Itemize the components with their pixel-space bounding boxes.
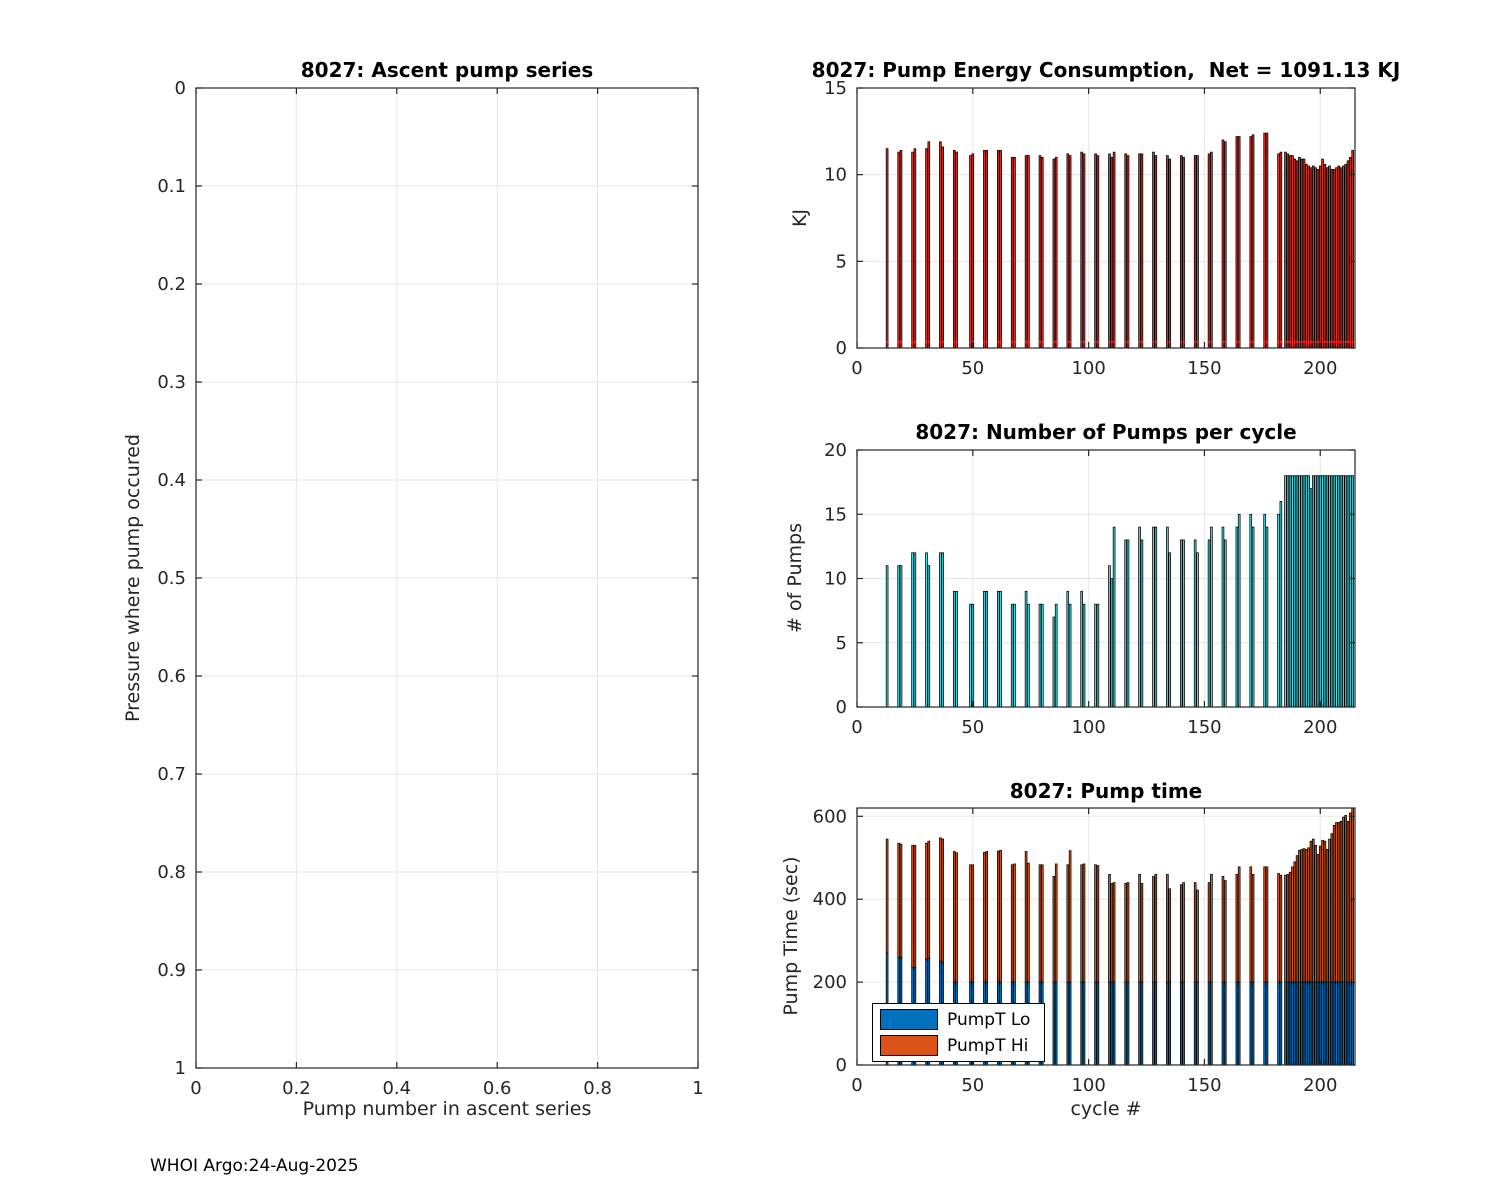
ascent-plot-area: 0 0.2 0.4 0.6 0.8 100.10.20.30.40.50.60.70.80… <box>157 78 703 1099</box>
svg-text:50: 50 <box>961 1075 984 1096</box>
svg-text:15: 15 <box>824 78 847 99</box>
svg-text:0.5: 0.5 <box>157 568 186 589</box>
ascent-ylabel: Pressure where pump occured <box>122 434 144 722</box>
pumptime-ylabel: Pump Time (sec) <box>780 856 802 1016</box>
svg-text:0: 0 <box>851 717 862 738</box>
svg-text:1: 1 <box>175 1058 186 1079</box>
svg-text:0.6: 0.6 <box>157 666 186 687</box>
svg-text:0.4: 0.4 <box>382 1078 411 1099</box>
legend-entry-pumpt-lo: PumpT Lo <box>880 1009 1030 1030</box>
svg-text:0: 0 <box>836 1055 847 1076</box>
svg-text:600: 600 <box>813 806 847 827</box>
svg-text:10: 10 <box>824 165 847 186</box>
legend-swatch <box>880 1035 938 1056</box>
ascent-xlabel: Pump number in ascent series <box>302 1098 592 1120</box>
svg-text:0: 0 <box>851 1075 862 1096</box>
legend-entry-pumpt-hi: PumpT Hi <box>880 1035 1030 1056</box>
svg-text:50: 50 <box>961 717 984 738</box>
svg-text:200: 200 <box>1303 1075 1337 1096</box>
pumptime-xlabel: cycle # <box>1070 1098 1142 1120</box>
svg-text:100: 100 <box>1071 717 1105 738</box>
legend-swatch <box>880 1009 938 1030</box>
energy-plot-title: 8027: Pump Energy Consumption, Net = 109… <box>811 58 1401 82</box>
svg-text:150: 150 <box>1187 717 1221 738</box>
svg-text:0: 0 <box>190 1078 201 1099</box>
svg-text:150: 150 <box>1187 358 1221 379</box>
svg-text:0: 0 <box>851 358 862 379</box>
figure-footer: WHOI Argo:24-Aug-2025 <box>150 1156 359 1176</box>
svg-text:10: 10 <box>824 569 847 590</box>
pumps-plot-title: 8027: Number of Pumps per cycle <box>915 420 1297 444</box>
svg-text:100: 100 <box>1071 358 1105 379</box>
energy-ylabel: KJ <box>789 208 811 228</box>
pumptime-plot-area: 0 50 100 150 200 0 200 400 600 <box>813 806 1356 1096</box>
svg-text:100: 100 <box>1071 1075 1105 1096</box>
svg-text:0.2: 0.2 <box>282 1078 311 1099</box>
svg-text:0: 0 <box>175 78 186 99</box>
svg-text:0.6: 0.6 <box>483 1078 512 1099</box>
svg-text:0: 0 <box>836 697 847 718</box>
svg-text:0.9: 0.9 <box>157 960 186 981</box>
svg-text:15: 15 <box>824 504 847 525</box>
svg-text:200: 200 <box>813 972 847 993</box>
svg-text:0.7: 0.7 <box>157 764 186 785</box>
svg-text:200: 200 <box>1303 358 1337 379</box>
svg-text:0: 0 <box>836 338 847 359</box>
svg-text:200: 200 <box>1303 717 1337 738</box>
pumptime-plot-title: 8027: Pump time <box>1009 779 1203 803</box>
svg-text:50: 50 <box>961 358 984 379</box>
energy-plot-area: 0 50 100 150 200 0 5 10 15 <box>824 78 1356 379</box>
svg-text:1: 1 <box>692 1078 703 1099</box>
svg-text:400: 400 <box>813 889 847 910</box>
svg-text:5: 5 <box>836 633 847 654</box>
svg-text:0.8: 0.8 <box>157 862 186 883</box>
svg-text:0.1: 0.1 <box>157 176 186 197</box>
svg-text:0.2: 0.2 <box>157 274 186 295</box>
pumptime-legend: PumpT Lo PumpT Hi <box>872 1003 1046 1062</box>
pumps-ylabel: # of Pumps <box>784 523 806 633</box>
pumps-plot-area: 0 50 100 150 200 0 5 10 15 20 <box>824 440 1356 738</box>
ascent-plot-title: 8027: Ascent pump series <box>300 58 594 82</box>
legend-label: PumpT Hi <box>947 1035 1029 1056</box>
svg-text:5: 5 <box>836 251 847 272</box>
svg-text:0.3: 0.3 <box>157 372 186 393</box>
svg-text:20: 20 <box>824 440 847 461</box>
svg-text:0.8: 0.8 <box>583 1078 612 1099</box>
svg-text:150: 150 <box>1187 1075 1221 1096</box>
svg-text:0.4: 0.4 <box>157 470 186 491</box>
legend-label: PumpT Lo <box>947 1009 1031 1030</box>
